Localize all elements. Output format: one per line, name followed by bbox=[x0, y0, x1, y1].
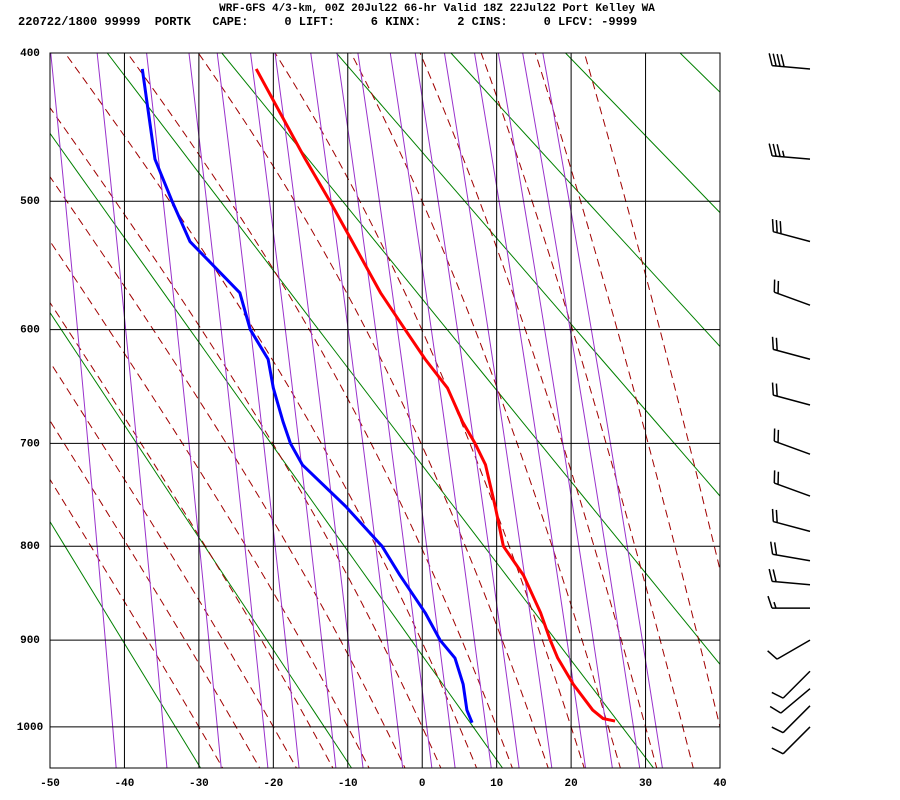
profile-line bbox=[140, 68, 474, 724]
index-label: CAPE: bbox=[212, 15, 248, 29]
dry-adiabat bbox=[564, 53, 720, 214]
run-label: 220722/1800 99999 bbox=[18, 15, 140, 29]
mixing-ratio-line bbox=[188, 53, 269, 768]
wind-barb bbox=[773, 470, 811, 497]
wind-barb bbox=[773, 428, 811, 455]
index-value: 6 bbox=[371, 15, 378, 29]
x-tick-label: -20 bbox=[263, 778, 283, 790]
wind-barb bbox=[769, 541, 811, 562]
x-tick-label: -10 bbox=[338, 778, 358, 790]
dry-adiabat bbox=[679, 53, 720, 93]
wind-barb bbox=[769, 688, 811, 714]
mixing-ratio-line bbox=[522, 53, 641, 768]
mixing-ratio-line bbox=[357, 53, 456, 768]
y-tick-label: 1000 bbox=[17, 722, 43, 734]
wind-barb bbox=[768, 143, 811, 160]
y-tick-label: 600 bbox=[20, 324, 40, 336]
x-tick-label: 40 bbox=[713, 778, 726, 790]
y-tick-label: 400 bbox=[20, 48, 40, 60]
x-tick-label: 0 bbox=[419, 778, 426, 790]
index-value: -9999 bbox=[601, 15, 637, 29]
x-tick-label: -40 bbox=[115, 778, 135, 790]
station-label: PORTK bbox=[155, 15, 192, 29]
moist-adiabat bbox=[50, 301, 334, 768]
moist-adiabat bbox=[274, 53, 585, 768]
y-tick-label: 700 bbox=[20, 438, 40, 450]
plot-frame bbox=[49, 52, 721, 769]
moist-adiabat bbox=[350, 53, 621, 768]
y-tick-label: 500 bbox=[20, 196, 40, 208]
moist-adiabat bbox=[50, 175, 406, 768]
moist-adiabat bbox=[126, 53, 513, 768]
x-tick-label: -30 bbox=[189, 778, 209, 790]
dry-adiabat bbox=[221, 53, 720, 666]
wind-barb bbox=[767, 639, 811, 660]
moist-adiabat bbox=[50, 240, 370, 768]
x-tick-label: 20 bbox=[565, 778, 578, 790]
moist-adiabat bbox=[419, 53, 658, 768]
mixing-ratio-line bbox=[497, 53, 613, 768]
mixing-ratio-line bbox=[216, 53, 300, 768]
wind-barb bbox=[767, 595, 810, 609]
x-tick-label: 30 bbox=[639, 778, 652, 790]
moist-adiabat bbox=[583, 53, 720, 572]
index-label: KINX: bbox=[385, 15, 421, 29]
wind-barb bbox=[771, 382, 811, 406]
wind-barb bbox=[773, 279, 811, 306]
mixing-ratio-line bbox=[274, 53, 364, 768]
dry-adiabat bbox=[710, 0, 900, 800]
wind-barb bbox=[771, 705, 811, 734]
index-value: 0 bbox=[544, 15, 551, 29]
wind-barb bbox=[771, 219, 811, 243]
moist-adiabat bbox=[480, 53, 694, 768]
mixing-ratio-line bbox=[389, 53, 492, 768]
moist-adiabat bbox=[197, 53, 549, 768]
dry-adiabat bbox=[450, 53, 720, 348]
moist-adiabat bbox=[50, 106, 442, 768]
index-label: LFCV: bbox=[558, 15, 594, 29]
y-tick-label: 900 bbox=[20, 635, 40, 647]
wind-barb bbox=[771, 336, 811, 360]
mixing-ratio-line bbox=[336, 53, 433, 768]
mixing-ratio-line bbox=[50, 53, 117, 768]
dry-adiabat bbox=[816, 0, 900, 800]
moist-adiabat bbox=[534, 53, 720, 730]
dry-adiabat bbox=[106, 53, 655, 768]
index-value: 0 bbox=[284, 15, 291, 29]
wind-barb bbox=[768, 568, 811, 586]
chart-title: WRF-GFS 4/3-km, 00Z 20Jul22 66-hr Valid … bbox=[219, 3, 655, 15]
wind-barb bbox=[771, 670, 811, 699]
x-tick-label: -50 bbox=[40, 778, 60, 790]
mixing-ratio-line bbox=[542, 53, 663, 768]
dry-adiabat bbox=[50, 767, 51, 768]
index-label: CINS: bbox=[472, 15, 508, 29]
wind-barb bbox=[768, 53, 811, 70]
x-tick-label: 10 bbox=[490, 778, 503, 790]
index-label: LIFT: bbox=[299, 15, 335, 29]
index-value: 2 bbox=[457, 15, 464, 29]
dry-adiabat bbox=[50, 520, 202, 768]
wind-barb bbox=[771, 508, 811, 533]
plot: -50 -40 -30 -20 -10 0 10 20 30 40 400 500 600 700 800 9… bbox=[17, 48, 811, 790]
profile-line bbox=[254, 68, 616, 723]
dry-adiabat bbox=[50, 311, 353, 768]
wind-barb bbox=[771, 726, 811, 755]
y-tick-label: 800 bbox=[20, 541, 40, 553]
